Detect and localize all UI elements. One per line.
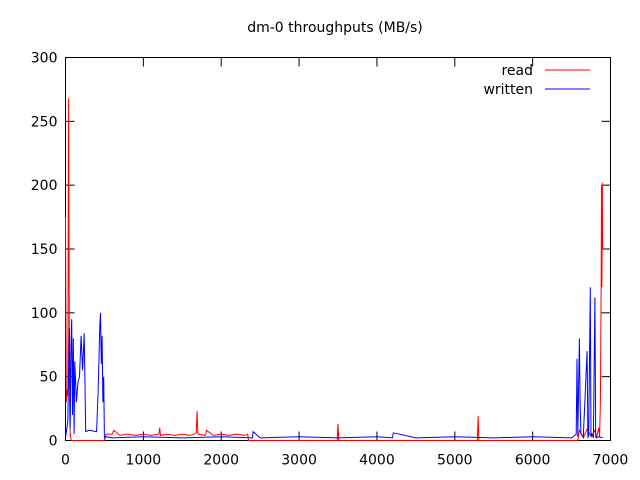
x-axis: 0 1000 2000 3000 4000 5000 6000 7000 bbox=[61, 57, 629, 469]
x-tick-label: 3000 bbox=[281, 453, 317, 469]
x-tick-label: 7000 bbox=[593, 453, 629, 469]
x-tick-label: 1000 bbox=[126, 453, 162, 469]
y-tick-label: 250 bbox=[31, 114, 58, 130]
x-tick-label: 0 bbox=[61, 453, 70, 469]
chart-title: dm-0 throughputs (MB/s) bbox=[247, 20, 423, 36]
series-line-read bbox=[65, 98, 604, 441]
series-layer bbox=[65, 98, 604, 441]
x-tick-label: 2000 bbox=[203, 453, 239, 469]
y-tick-label: 50 bbox=[40, 370, 58, 386]
y-tick-label: 0 bbox=[49, 434, 58, 450]
legend: read written bbox=[483, 63, 590, 98]
x-tick-label: 5000 bbox=[437, 453, 473, 469]
legend-label-written: written bbox=[483, 82, 533, 98]
y-axis: 0 50 100 150 200 250 300 bbox=[31, 51, 611, 450]
plot-area bbox=[65, 57, 611, 441]
legend-label-read: read bbox=[501, 63, 533, 79]
y-tick-label: 200 bbox=[31, 178, 58, 194]
y-tick-label: 150 bbox=[31, 242, 58, 258]
y-tick-label: 100 bbox=[31, 306, 58, 322]
y-tick-label: 300 bbox=[31, 51, 58, 67]
series-line-written bbox=[65, 287, 603, 439]
x-tick-label: 6000 bbox=[515, 453, 551, 469]
x-tick-label: 4000 bbox=[359, 453, 395, 469]
